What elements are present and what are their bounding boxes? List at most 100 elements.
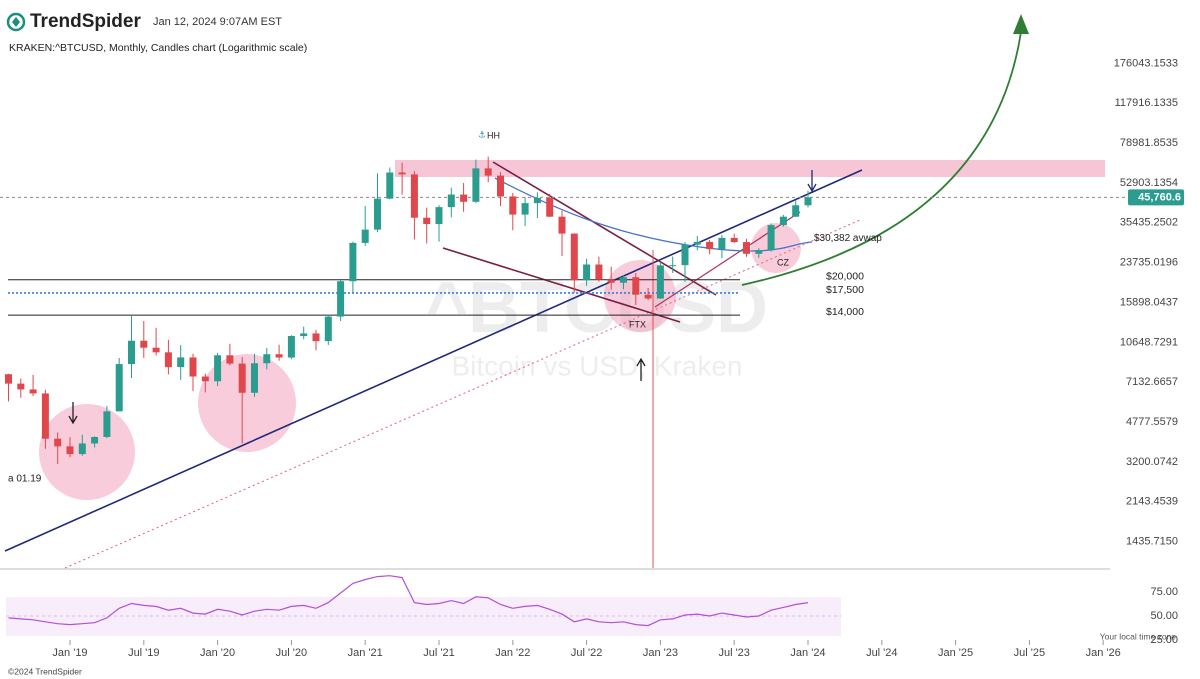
candle-body bbox=[435, 207, 443, 225]
resistance-zone bbox=[395, 160, 1105, 177]
y-tick-label: 52903.1354 bbox=[1120, 177, 1178, 189]
candle-body bbox=[189, 357, 197, 377]
candle-body bbox=[644, 294, 652, 299]
candle-body bbox=[201, 376, 209, 382]
candle-body bbox=[583, 264, 591, 281]
projection-arrow bbox=[741, 31, 1022, 286]
candle-body bbox=[238, 363, 246, 393]
y-tick-label: 1435.7150 bbox=[1126, 535, 1178, 547]
x-tick-label: Jul '19 bbox=[128, 647, 159, 659]
candle-body bbox=[214, 355, 222, 382]
candle-body bbox=[730, 237, 738, 243]
candle-body bbox=[693, 241, 701, 245]
candle-body bbox=[164, 352, 172, 368]
x-tick-label: Jan '22 bbox=[495, 647, 530, 659]
candle-body bbox=[792, 205, 800, 217]
x-tick-label: Jul '21 bbox=[423, 647, 454, 659]
x-tick-label: Jul '23 bbox=[718, 647, 749, 659]
candle-body bbox=[718, 237, 726, 250]
logo: TrendSpider bbox=[6, 11, 141, 32]
candle-body bbox=[140, 340, 148, 348]
timestamp: Jan 12, 2024 9:07AM EST bbox=[153, 16, 282, 28]
annotation: FTX bbox=[629, 319, 646, 329]
logo-icon bbox=[6, 12, 26, 32]
y-tick-label: 35435.2502 bbox=[1120, 217, 1178, 229]
candle-body bbox=[533, 197, 541, 204]
candle-body bbox=[447, 194, 455, 208]
y-tick-label: 10648.7291 bbox=[1120, 336, 1178, 348]
avwap-label: $30,382 avwap bbox=[814, 233, 882, 244]
logo-icon bbox=[12, 17, 20, 27]
candle-body bbox=[656, 265, 664, 299]
candle-body bbox=[66, 446, 74, 455]
highlight-circle bbox=[751, 223, 801, 273]
annotation: CZ bbox=[777, 257, 789, 267]
subtitle: KRAKEN:^BTCUSD, Monthly, Candles chart (… bbox=[9, 42, 307, 54]
x-tick-label: Jul '24 bbox=[866, 647, 897, 659]
candle-body bbox=[287, 336, 295, 358]
candle-body bbox=[5, 374, 12, 384]
candle-body bbox=[78, 443, 86, 455]
level-label: $14,000 bbox=[826, 306, 864, 318]
highlight-circle bbox=[39, 404, 135, 500]
x-tick-label: Jan '21 bbox=[348, 647, 383, 659]
candle-body bbox=[804, 197, 812, 206]
candle-body bbox=[398, 172, 406, 175]
candle-body bbox=[669, 265, 677, 267]
channel-line bbox=[654, 211, 801, 308]
candle-body bbox=[620, 277, 627, 283]
last-price-label: 45,760.6 bbox=[1138, 191, 1181, 203]
x-tick-label: Jan '24 bbox=[790, 647, 825, 659]
candle-body bbox=[706, 241, 714, 250]
annotation: HH bbox=[487, 130, 500, 140]
candle-body bbox=[17, 383, 25, 390]
candle-body bbox=[263, 354, 271, 364]
candle-body bbox=[632, 277, 640, 295]
candle-body bbox=[29, 389, 37, 394]
candle-body bbox=[324, 316, 332, 342]
candle-body bbox=[570, 233, 578, 281]
candle-body bbox=[410, 174, 418, 218]
candle-body bbox=[521, 203, 529, 215]
candle-body bbox=[128, 340, 135, 365]
arrow-head bbox=[1013, 14, 1029, 34]
x-tick-label: Jan '25 bbox=[938, 647, 973, 659]
wedge-line bbox=[492, 161, 717, 296]
candle-body bbox=[374, 198, 381, 230]
candle-body bbox=[497, 175, 504, 197]
level-label: $17,500 bbox=[826, 284, 864, 296]
y-tick-label: 23735.0196 bbox=[1120, 257, 1178, 269]
x-tick-label: Jul '22 bbox=[571, 647, 602, 659]
x-tick-label: Jan '20 bbox=[200, 647, 235, 659]
candle-body bbox=[312, 333, 320, 342]
candle-body bbox=[558, 216, 566, 234]
candle-body bbox=[177, 357, 185, 368]
footer: ©2024 TrendSpider bbox=[8, 666, 82, 676]
candle-body bbox=[509, 196, 517, 215]
x-tick-label: Jul '20 bbox=[276, 647, 307, 659]
candle-body bbox=[767, 225, 775, 251]
candle-body bbox=[607, 279, 615, 283]
candle-body bbox=[484, 168, 492, 176]
candle-body bbox=[275, 354, 283, 358]
candle-body bbox=[41, 393, 49, 439]
candle-body bbox=[91, 436, 99, 444]
candle-body bbox=[226, 355, 234, 364]
timezone: Your local time zone bbox=[1100, 631, 1177, 641]
last-price-box bbox=[1128, 189, 1184, 206]
rsi-line bbox=[8, 575, 809, 627]
candle-body bbox=[423, 217, 431, 225]
wedge-line bbox=[442, 247, 681, 323]
candle-body bbox=[472, 168, 480, 202]
x-tick-label: Jan '23 bbox=[643, 647, 678, 659]
y-tick-label: 7132.6657 bbox=[1126, 376, 1178, 388]
x-tick-label: Jan '26 bbox=[1086, 647, 1121, 659]
down-arrow bbox=[68, 402, 78, 425]
rsi-tick-label: 50.00 bbox=[1150, 610, 1178, 622]
brand: TrendSpider bbox=[30, 11, 141, 32]
down-arrow bbox=[807, 170, 817, 193]
y-tick-label: 78981.8535 bbox=[1120, 137, 1178, 149]
candle-body bbox=[115, 364, 123, 412]
watermark-sub: Bitcoin vs USD, Kraken bbox=[452, 350, 743, 381]
